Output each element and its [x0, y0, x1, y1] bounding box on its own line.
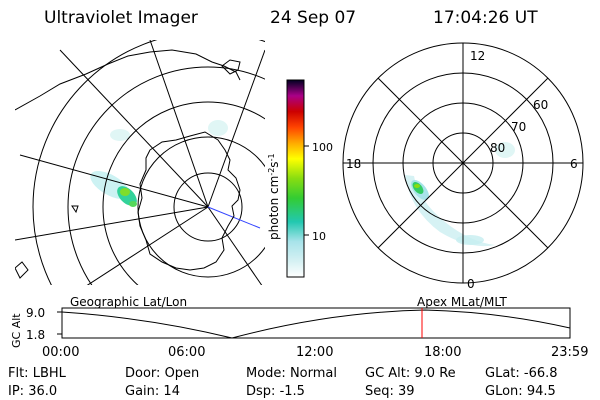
alt-tick-1: 1.8	[26, 328, 45, 342]
param-glon: GLon: 94.5	[485, 384, 556, 399]
time-label: 17:04:26 UT	[433, 8, 538, 28]
mlt-label-12: 12	[470, 49, 485, 63]
island-outline	[15, 261, 29, 279]
aurora-emission-right	[405, 142, 515, 247]
mlt-label-0: 0	[467, 277, 475, 291]
window-title: Ultraviolet Imager	[44, 8, 198, 28]
lat-label-80: 80	[490, 141, 505, 155]
param-filter: Flt: LBHL	[8, 366, 66, 381]
altitude-curve	[61, 309, 571, 339]
date-label: 24 Sep 07	[270, 8, 357, 28]
time-tick-1800: 18:00	[424, 345, 462, 360]
mlt-label-6: 6	[570, 157, 578, 171]
time-tick-2359: 23:59	[551, 345, 589, 360]
alt-axis-label: GC Alt	[10, 313, 23, 348]
param-gc-alt: GC Alt: 9.0 Re	[365, 366, 456, 381]
island-outline	[221, 59, 241, 75]
time-tick-0000: 00:00	[42, 345, 80, 360]
mlt-label-18: 18	[346, 157, 361, 171]
meridian-lines	[15, 40, 265, 285]
noon-meridian	[207, 206, 261, 229]
param-ip: IP: 36.0	[8, 384, 58, 399]
left-map-label: Geographic Lat/Lon	[70, 295, 188, 309]
aurora-emission-left	[90, 120, 228, 207]
alt-tick-9: 9.0	[26, 306, 45, 320]
colorbar-unit-label: photon cm-2s-1	[267, 153, 282, 240]
colorbar-tick-100: 100	[312, 141, 333, 154]
param-gain: Gain: 14	[125, 384, 180, 399]
time-tick-1200: 12:00	[296, 345, 334, 360]
time-tick-0600: 06:00	[168, 345, 206, 360]
param-seq: Seq: 39	[365, 384, 415, 399]
lat-label-60: 60	[533, 98, 548, 112]
param-glat: GLat: -66.8	[485, 366, 558, 381]
landmass-outline	[15, 49, 241, 111]
param-door: Door: Open	[125, 366, 200, 381]
antarctica-outline	[137, 131, 241, 271]
latitude-circles	[32, 40, 265, 285]
param-mode: Mode: Normal	[246, 366, 337, 381]
param-dsp: Dsp: -1.5	[246, 384, 305, 399]
colorbar-tick-10: 10	[312, 230, 326, 243]
lat-label-70: 70	[511, 120, 526, 134]
right-map-label: Apex MLat/MLT	[417, 295, 507, 309]
island-outline	[71, 205, 79, 214]
